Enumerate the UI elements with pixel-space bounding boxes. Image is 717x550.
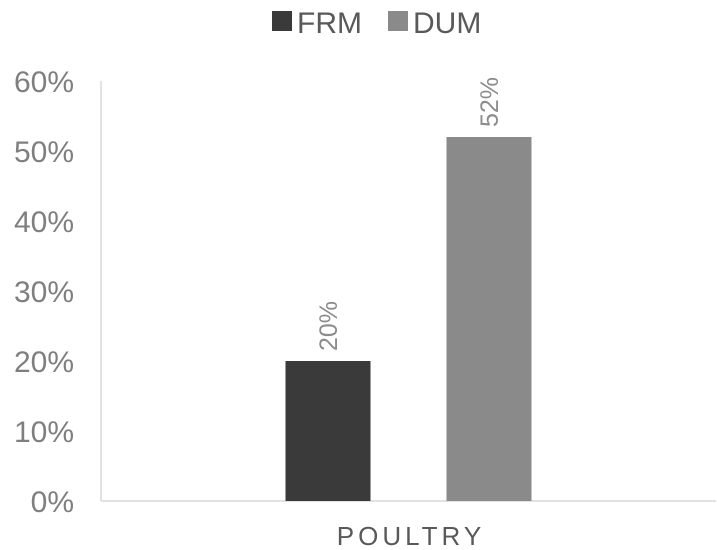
y-tick-label: 10%: [14, 416, 74, 449]
data-label-dum: 52%: [476, 77, 504, 127]
y-tick-label: 60%: [14, 66, 74, 99]
y-tick-label: 20%: [14, 346, 74, 379]
bar-frm: [285, 361, 371, 501]
y-tick-label: 0%: [31, 486, 74, 519]
legend-label-dum: DUM: [413, 7, 481, 40]
data-labels: 20% 52%: [315, 77, 504, 351]
bar-dum: [446, 137, 532, 501]
bars: [285, 137, 532, 501]
y-tick-label: 40%: [14, 206, 74, 239]
y-axis-ticks: 0% 10% 20% 30% 40% 50% 60%: [14, 66, 74, 519]
x-category-label: POULTRY: [337, 521, 485, 550]
data-label-frm: 20%: [315, 301, 343, 351]
y-tick-label: 30%: [14, 276, 74, 309]
y-tick-label: 50%: [14, 136, 74, 169]
legend: FRM DUM: [272, 7, 481, 40]
legend-swatch-frm: [272, 11, 292, 31]
legend-label-frm: FRM: [297, 7, 362, 40]
legend-swatch-dum: [388, 11, 408, 31]
